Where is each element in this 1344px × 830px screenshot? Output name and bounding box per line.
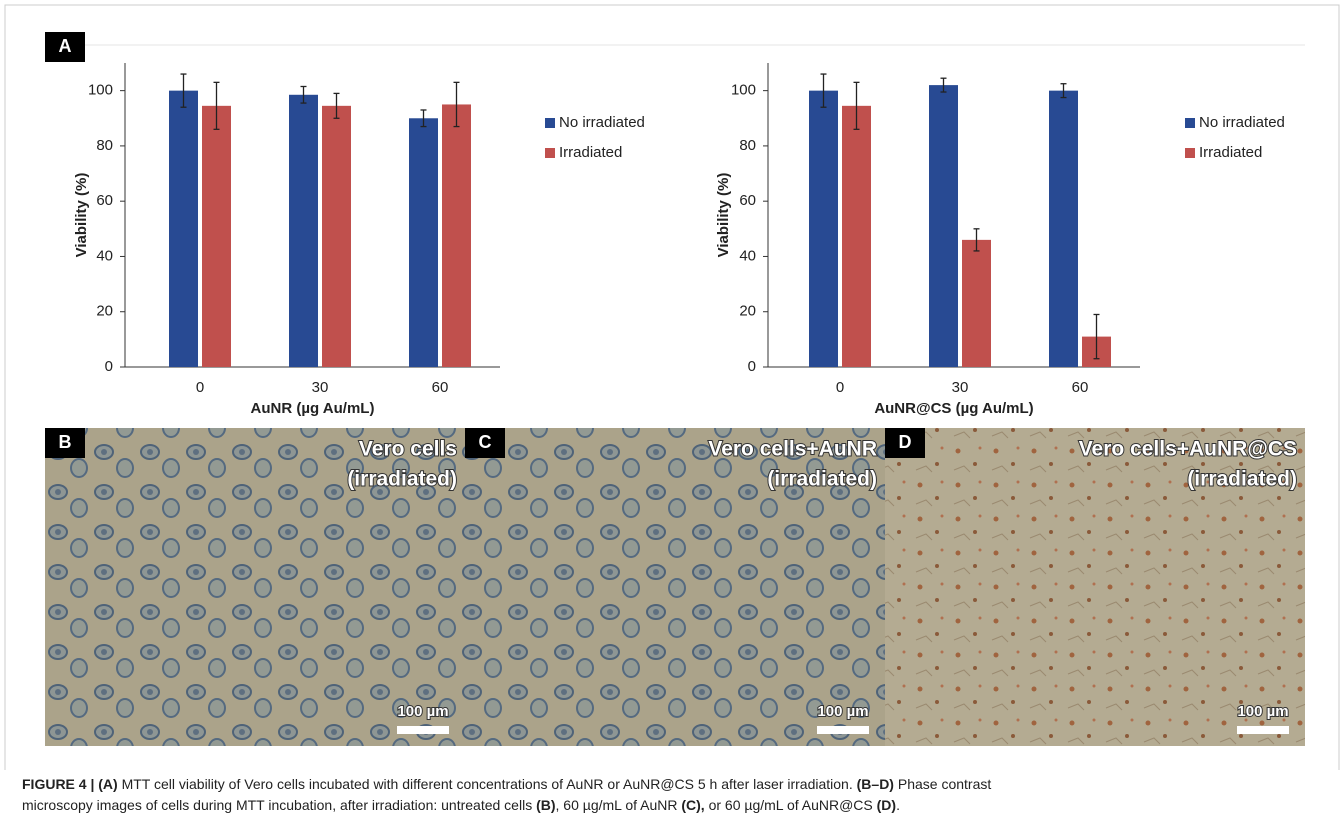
y-tick-label: 100 — [88, 82, 113, 99]
scale-bar-label: 100 µm — [397, 703, 448, 720]
legend-swatch — [1185, 118, 1195, 128]
bar — [409, 118, 438, 367]
y-axis-label: Viability (%) — [73, 173, 90, 258]
x-tick-label: 0 — [196, 379, 204, 396]
bar — [809, 91, 838, 367]
bar — [442, 104, 471, 367]
bar — [842, 106, 871, 367]
y-tick-label: 0 — [748, 358, 756, 375]
scale-bar — [817, 726, 869, 734]
panel-label: D — [899, 432, 912, 452]
caption-run: microscopy images of cells during MTT in… — [22, 797, 536, 813]
y-tick-label: 20 — [96, 303, 113, 320]
caption-line: microscopy images of cells during MTT in… — [22, 795, 1322, 816]
scale-bar — [397, 726, 449, 734]
y-tick-label: 40 — [739, 247, 756, 264]
image-title: Vero cells+AuNR@CS — [1079, 438, 1297, 461]
scale-bar-label: 100 µm — [817, 703, 868, 720]
legend-swatch — [545, 148, 555, 158]
caption-run: MTT cell viability of Vero cells incubat… — [118, 776, 857, 792]
panel-label: A — [59, 36, 72, 56]
bar — [289, 95, 318, 367]
y-tick-label: 100 — [731, 82, 756, 99]
y-tick-label: 0 — [105, 358, 113, 375]
caption-run: , 60 µg/mL of AuNR — [556, 797, 682, 813]
legend-swatch — [545, 118, 555, 128]
legend-label: No irradiated — [1199, 114, 1285, 131]
bar — [929, 85, 958, 367]
bar — [202, 106, 231, 367]
legend-swatch — [1185, 148, 1195, 158]
scale-bar — [1237, 726, 1289, 734]
y-tick-label: 80 — [96, 137, 113, 154]
y-tick-label: 60 — [96, 192, 113, 209]
y-tick-label: 40 — [96, 247, 113, 264]
y-axis-label: Viability (%) — [715, 173, 732, 258]
caption-run: . — [896, 797, 900, 813]
bar — [169, 91, 198, 367]
legend-label: Irradiated — [1199, 144, 1262, 161]
caption: FIGURE 4 | (A) MTT cell viability of Ver… — [22, 774, 1322, 816]
legend-label: No irradiated — [559, 114, 645, 131]
bar — [1049, 91, 1078, 367]
x-axis-label: AuNR@CS (µg Au/mL) — [874, 400, 1033, 417]
image-title: Vero cells+AuNR — [708, 438, 877, 461]
bar — [322, 106, 351, 367]
caption-line: FIGURE 4 | (A) MTT cell viability of Ver… — [22, 774, 1322, 795]
image-title: (irradiated) — [1187, 468, 1297, 491]
x-axis-label: AuNR (µg Au/mL) — [251, 400, 375, 417]
x-tick-label: 0 — [836, 379, 844, 396]
page: { "panel_label": "A", "chart_data": [ {"… — [0, 0, 1344, 830]
caption-run: or 60 µg/mL of AuNR@CS — [705, 797, 877, 813]
legend-label: Irradiated — [559, 144, 622, 161]
y-tick-label: 80 — [739, 137, 756, 154]
image-title: Vero cells — [359, 438, 457, 461]
caption-run: Phase contrast — [894, 776, 991, 792]
scale-bar-label: 100 µm — [1237, 703, 1288, 720]
y-tick-label: 60 — [739, 192, 756, 209]
y-tick-label: 20 — [739, 303, 756, 320]
x-tick-label: 60 — [432, 379, 449, 396]
caption-run: FIGURE 4 | (A) — [22, 776, 118, 792]
panel-label: C — [479, 432, 492, 452]
x-tick-label: 30 — [312, 379, 329, 396]
bar — [962, 240, 991, 367]
caption-run: (B–D) — [857, 776, 894, 792]
caption-run: (D) — [877, 797, 896, 813]
x-tick-label: 30 — [952, 379, 969, 396]
caption-run: (B) — [536, 797, 555, 813]
caption-run: (C), — [681, 797, 704, 813]
image-title: (irradiated) — [767, 468, 877, 491]
x-tick-label: 60 — [1072, 379, 1089, 396]
image-title: (irradiated) — [347, 468, 457, 491]
figure: A 0 20 40 60 80 100 Viability (%) AuNR (µg Au/m… — [0, 0, 1344, 770]
panel-label: B — [59, 432, 72, 452]
